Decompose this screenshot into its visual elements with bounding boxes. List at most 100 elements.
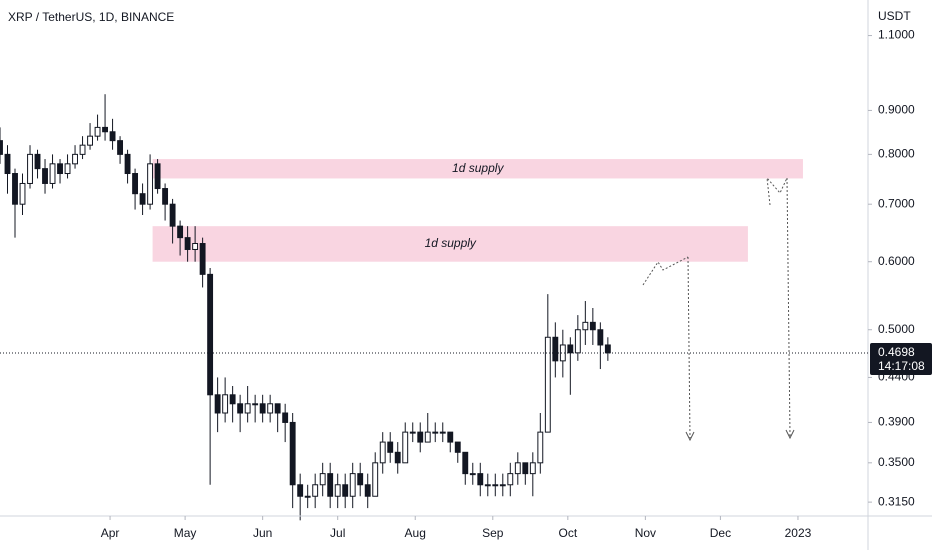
candle-body: [49, 163, 56, 184]
y-tick-label: 0.3500: [878, 455, 915, 469]
x-tick-label: 2023: [785, 526, 812, 540]
candle-body: [282, 412, 289, 423]
candle-body: [364, 484, 371, 497]
x-tick-label: May: [174, 526, 197, 540]
y-tick-label: 1.1000: [878, 28, 915, 42]
candle-body: [544, 336, 551, 433]
candle-body: [267, 403, 274, 414]
candle-body: [409, 431, 416, 434]
y-tick-label: 0.5000: [878, 322, 915, 336]
projection-arrowhead: [785, 429, 795, 440]
supply-zone: [152, 159, 803, 179]
projection-path: [642, 256, 689, 286]
candle-body: [379, 441, 386, 464]
projection-arrowhead: [685, 431, 695, 442]
candle-body: [522, 462, 529, 475]
candle-body: [64, 163, 71, 175]
candle-body: [162, 188, 169, 205]
candle-body: [214, 394, 221, 414]
candle-body: [484, 484, 491, 487]
candle-body: [537, 431, 544, 464]
candle-body: [252, 403, 259, 406]
y-tick-label: 0.6000: [878, 254, 915, 268]
candle-body: [117, 140, 124, 155]
x-tick-label: Jun: [253, 526, 272, 540]
candle-body: [304, 495, 311, 498]
candle-body: [477, 473, 484, 486]
candle-body: [469, 473, 476, 476]
candle-body: [439, 431, 446, 434]
candle-body: [57, 163, 63, 175]
x-tick-label: Aug: [405, 526, 426, 540]
candle-body: [289, 421, 296, 486]
candle-body: [19, 182, 26, 205]
candles: [0, 94, 611, 521]
candle-body: [297, 484, 304, 497]
candle-body: [507, 473, 514, 486]
candle-body: [87, 135, 93, 146]
candle-body: [199, 243, 206, 275]
candle-body: [4, 153, 11, 175]
candle-body: [342, 484, 349, 497]
candle-body: [334, 484, 341, 497]
y-tick-label: 0.3900: [878, 415, 915, 429]
candle-body: [357, 473, 364, 486]
candle-body: [192, 243, 199, 250]
candle-body: [169, 203, 176, 227]
projection-path: [766, 176, 788, 206]
candle-body: [34, 153, 41, 170]
candle-body: [94, 126, 101, 137]
candle-body: [394, 451, 401, 464]
candle-body: [102, 126, 108, 133]
candle-body: [372, 462, 379, 497]
candle-body: [237, 403, 244, 414]
candle-body: [559, 344, 566, 362]
candle-body: [124, 153, 131, 175]
candle-body: [132, 173, 139, 195]
candle-body: [274, 403, 281, 414]
candle-body: [567, 344, 574, 354]
candle-body: [147, 163, 154, 205]
candle-body: [12, 173, 18, 205]
y-tick-label: 0.3150: [878, 494, 915, 508]
x-tick-label: Apr: [101, 526, 120, 540]
projection-drop: [786, 177, 791, 437]
candle-body: [154, 163, 161, 190]
candle-body: [552, 336, 559, 362]
candle-body: [514, 462, 521, 475]
candle-body: [447, 431, 454, 443]
candle-body: [492, 484, 499, 487]
x-tick-label: Oct: [558, 526, 577, 540]
countdown-label: 14:17:08: [878, 359, 925, 373]
candle-body: [42, 168, 48, 184]
y-tick-label: 0.8000: [878, 147, 915, 161]
candle-body: [454, 441, 461, 453]
candle-body: [574, 329, 581, 354]
supply-zone: [152, 226, 748, 262]
candle-body: [222, 394, 229, 414]
candle-body: [27, 153, 33, 184]
candle-body: [529, 462, 536, 475]
candle-body: [139, 193, 146, 205]
candle-body: [207, 273, 214, 396]
zone-label: 1d supply: [425, 236, 477, 250]
zone-label: 1d supply: [452, 161, 504, 175]
candle-body: [177, 225, 184, 239]
candle-body: [349, 473, 356, 497]
x-tick-label: Nov: [635, 526, 656, 540]
candle-body: [417, 431, 424, 443]
candle-body: [597, 329, 604, 346]
candle-body: [582, 321, 589, 331]
candle-body: [184, 237, 191, 250]
candle-body: [109, 131, 116, 142]
last-price-label: 0.4698: [878, 345, 915, 359]
candle-body: [319, 473, 326, 486]
chart-title: XRP / TetherUS, 1D, BINANCE: [8, 10, 174, 24]
candle-body: [229, 394, 236, 405]
candle-body: [0, 140, 3, 155]
candle-body: [499, 484, 506, 487]
candle-body: [432, 431, 439, 434]
candle-body: [462, 451, 469, 475]
